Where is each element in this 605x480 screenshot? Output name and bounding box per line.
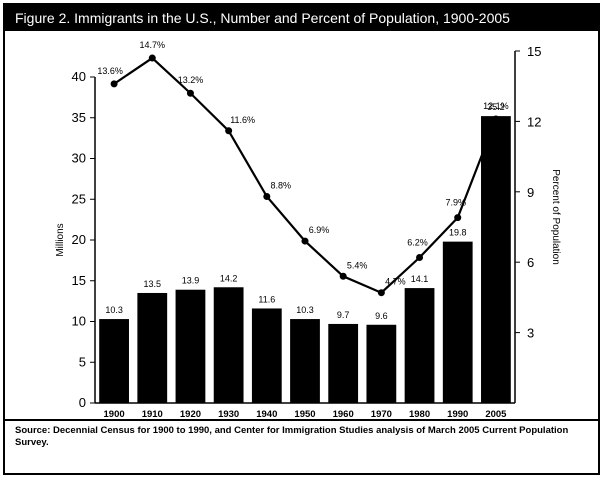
right-tick-label: 6 xyxy=(527,255,534,270)
left-tick-label: 10 xyxy=(72,314,86,329)
x-tick-label: 1910 xyxy=(142,409,163,417)
right-tick-label: 15 xyxy=(527,44,541,59)
left-tick-label: 25 xyxy=(72,191,86,206)
line-point xyxy=(225,127,233,135)
bar-value-label: 9.7 xyxy=(337,310,350,320)
x-tick-label: 1940 xyxy=(256,409,277,417)
bar xyxy=(366,324,397,403)
bar xyxy=(213,287,244,403)
bar xyxy=(137,292,168,403)
left-tick-label: 0 xyxy=(79,395,86,410)
bar xyxy=(404,288,435,403)
x-tick-label: 1900 xyxy=(104,409,125,417)
line-value-label: 13.2% xyxy=(178,75,204,85)
bar-value-label: 35.2 xyxy=(487,102,505,112)
bar-value-label: 14.2 xyxy=(220,273,238,283)
x-tick-label: 1970 xyxy=(371,409,392,417)
bar-value-label: 10.3 xyxy=(296,305,314,315)
bar xyxy=(328,323,359,403)
bar xyxy=(442,241,473,403)
line-point xyxy=(148,54,156,62)
left-tick-label: 40 xyxy=(72,69,86,84)
line-value-label: 8.8% xyxy=(271,180,292,190)
line-point xyxy=(301,237,309,245)
line-point xyxy=(186,89,194,97)
line-point xyxy=(492,115,500,123)
line-value-label: 4.7% xyxy=(385,277,406,287)
left-tick-label: 30 xyxy=(72,151,86,166)
bar-value-label: 13.5 xyxy=(144,279,162,289)
bar xyxy=(290,319,320,403)
bar-value-label: 19.8 xyxy=(449,228,467,238)
line-value-label: 11.6% xyxy=(230,115,255,125)
line-point xyxy=(377,289,385,297)
line-value-label: 6.9% xyxy=(309,225,330,235)
x-tick-label: 1950 xyxy=(294,409,315,417)
right-tick-label: 12 xyxy=(527,114,541,129)
line-point xyxy=(339,272,347,280)
left-tick-label: 35 xyxy=(72,110,86,125)
chart-area: 0 5 10 15 20 25 30 35 40 3 6 9 12 15 Millions Percent o… xyxy=(55,40,561,417)
line-value-label: 6.2% xyxy=(407,238,428,248)
figure-frame: Figure 2. Immigrants in the U.S., Number… xyxy=(3,3,600,475)
right-tick-label: 9 xyxy=(527,185,534,200)
line-value-label: 7.9% xyxy=(445,198,466,208)
divider xyxy=(5,419,598,421)
right-tick-label: 3 xyxy=(527,326,534,341)
line-point xyxy=(263,192,271,200)
y-axis-title: Millions xyxy=(55,223,66,256)
x-tick-label: 2005 xyxy=(485,409,507,417)
source-note: Source: Decennial Census for 1900 to 199… xyxy=(15,425,569,448)
bar xyxy=(481,116,511,404)
left-tick-label: 5 xyxy=(79,354,86,369)
percent-line xyxy=(113,56,497,294)
bar-value-label: 13.9 xyxy=(182,276,200,286)
line-point xyxy=(110,80,118,88)
x-tick-label: 1980 xyxy=(409,409,430,417)
line-point xyxy=(416,254,424,262)
bar-value-label: 9.6 xyxy=(375,311,388,321)
chart-title: Figure 2. Immigrants in the U.S., Number… xyxy=(5,5,598,31)
line-point xyxy=(454,214,462,222)
x-tick-label: 1930 xyxy=(218,409,239,417)
bar-value-label: 11.6 xyxy=(258,294,275,304)
left-tick-label: 20 xyxy=(72,232,86,247)
bar-value-label: 14.1 xyxy=(411,274,429,284)
left-tick-label: 15 xyxy=(72,273,86,288)
bar xyxy=(175,289,206,403)
x-tick-label: 1960 xyxy=(333,409,354,417)
line-value-label: 5.4% xyxy=(347,260,368,270)
y2-axis-title: Percent of Population xyxy=(550,169,561,265)
line-value-label: 13.6% xyxy=(97,66,123,76)
line-value-label: 14.7% xyxy=(140,40,166,50)
line-value-label: 12.1% xyxy=(483,101,509,111)
bar xyxy=(99,319,129,403)
x-tick-label: 1990 xyxy=(447,409,468,417)
bar xyxy=(251,308,282,403)
x-tick-label: 1920 xyxy=(180,409,201,417)
bar-value-label: 10.3 xyxy=(105,305,123,315)
